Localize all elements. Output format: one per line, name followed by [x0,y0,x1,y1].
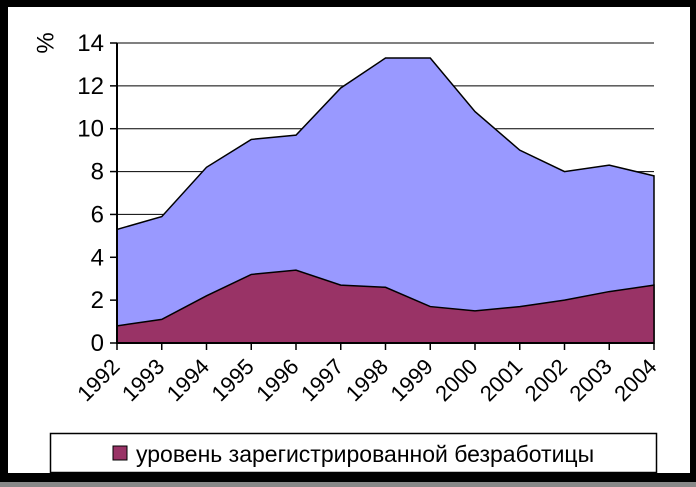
legend-box [49,432,658,474]
y-tick-label-10: 10 [77,116,104,143]
y-tick-label-14: 14 [77,30,104,57]
legend-label: уровень зарегистрированной безработицы [136,441,594,467]
area-total-unemployment [116,57,655,344]
y-tick-label-12: 12 [77,73,104,100]
axes [110,42,655,350]
area-registered-unemployment [116,269,655,344]
legend-color-swatch [112,445,128,461]
legend: уровень зарегистрированной безработицы [49,432,658,474]
y-axis-unit-label: % [33,32,60,53]
y-tick-label-0: 0 [91,330,104,357]
area-series [116,57,655,344]
y-tick-label-4: 4 [91,244,104,271]
y-tick-label-2: 2 [91,287,104,314]
y-tick-label-6: 6 [91,201,104,228]
y-tick-label-8: 8 [91,159,104,186]
